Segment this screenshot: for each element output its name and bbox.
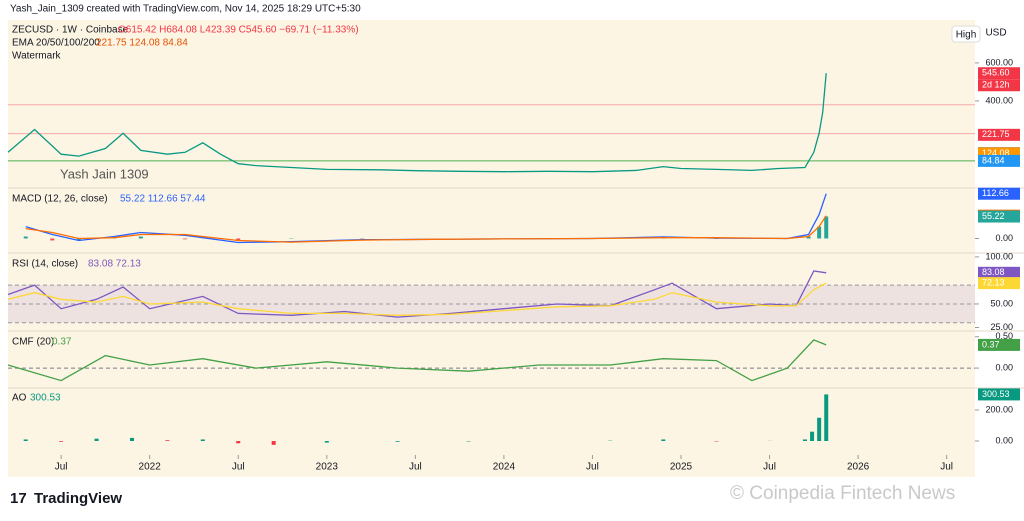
price-label: [978, 388, 1020, 401]
x-tick-label: Jul: [232, 462, 245, 473]
byline: Yash_Jain_1309 created with TradingView.…: [10, 4, 361, 15]
histogram-bar: [824, 216, 829, 239]
series-line: [25, 215, 827, 243]
ohlc: O615.42 H684.08 L423.39 C545.60 −69.71 (…: [118, 25, 359, 36]
ao-legend: AO: [12, 393, 27, 404]
y-tick-label: 600.00: [985, 57, 1013, 67]
histogram-bar: [810, 431, 815, 441]
countdown-box: [978, 79, 1020, 92]
ema-legend: EMA 20/50/100/200: [12, 38, 100, 49]
histogram-bar: [324, 440, 329, 443]
y-tick-label: 100.00: [985, 251, 1013, 261]
rsi-values: 83.08 72.13: [88, 259, 141, 270]
series-line: [7, 73, 827, 173]
countdown: 2d 12h: [982, 80, 1010, 90]
histogram-bar: [200, 439, 205, 441]
x-tick-label: Jul: [55, 462, 68, 473]
histogram-bar: [817, 417, 822, 441]
price-label-text: 55.22: [982, 211, 1005, 221]
x-tick-label: Jul: [940, 462, 953, 473]
y-tick-label: 0.00: [995, 362, 1013, 372]
histogram-bar: [806, 236, 811, 239]
histogram-bar: [395, 440, 400, 442]
price-label: [978, 210, 1020, 223]
series-line: [7, 282, 827, 316]
price-label: [978, 128, 1020, 141]
histogram-bar: [183, 238, 188, 240]
price-label: [978, 154, 1020, 167]
y-tick-label: 0.00: [995, 233, 1013, 243]
brand: TradingView: [34, 490, 122, 507]
histogram-bar: [165, 440, 170, 441]
histogram-bar: [802, 439, 807, 441]
price-label-text: 83.08: [982, 267, 1005, 277]
author-mark: Yash Jain 1309: [60, 166, 149, 181]
symbol: ZECUSD · 1W · Coinbase: [12, 25, 129, 36]
price-label-text: 112.66: [982, 188, 1009, 198]
macd-values: 55.22 112.66 57.44: [120, 194, 206, 205]
x-tick-label: Jul: [763, 462, 776, 473]
price-label-text: 84.84: [982, 155, 1005, 165]
y-tick-label: 0.00: [995, 435, 1013, 445]
price-label-text: 300.53: [982, 389, 1010, 399]
histogram-bar: [236, 238, 241, 241]
histogram-bar: [824, 394, 829, 441]
rsi-legend: RSI (14, close): [12, 259, 78, 270]
histogram-bar: [23, 439, 28, 441]
high-label[interactable]: High: [956, 30, 977, 41]
price-label: [978, 338, 1020, 351]
price-label-text: 72.13: [982, 278, 1005, 288]
y-tick-label: 0.50: [995, 331, 1013, 341]
y-tick-label: 25.00: [990, 322, 1013, 332]
price-label: [978, 67, 1020, 80]
cmf-legend: CMF (20): [12, 337, 54, 348]
brand-logo: 17: [10, 490, 27, 507]
histogram-bar: [50, 238, 55, 241]
price-label-text: 545.60: [982, 68, 1010, 78]
histogram-bar: [817, 226, 822, 239]
cmf-values: 0.37: [52, 337, 72, 348]
histogram-bar: [271, 440, 276, 445]
watermark-legend: Watermark: [12, 51, 62, 62]
x-tick-label: Jul: [409, 462, 422, 473]
y-tick-label: 50.00: [990, 298, 1013, 308]
chart-background: [8, 20, 975, 477]
histogram-bar: [94, 438, 99, 441]
price-label: [978, 187, 1020, 200]
series-line: [7, 339, 827, 382]
y-tick-label: 400.00: [985, 95, 1013, 105]
x-tick-label: 2025: [670, 462, 693, 473]
x-tick-label: 2023: [316, 462, 339, 473]
histogram-bar: [59, 440, 64, 442]
price-label-text: 124.08: [982, 148, 1010, 158]
histogram-bar: [76, 238, 81, 241]
price-label-text: 0.37: [982, 339, 1000, 349]
x-tick-label: 2024: [493, 462, 516, 473]
macd-legend: MACD (12, 26, close): [12, 194, 108, 205]
copyright: © Coinpedia Fintech News: [730, 483, 955, 504]
x-tick-label: 2022: [139, 462, 162, 473]
histogram-bar: [23, 236, 28, 239]
ao-values: 300.53: [30, 393, 61, 404]
high-button[interactable]: [951, 25, 981, 43]
y-tick-label: 200.00: [985, 404, 1013, 414]
histogram-bar: [661, 439, 666, 441]
x-tick-label: Jul: [586, 462, 599, 473]
x-tick-label: 2026: [847, 462, 870, 473]
price-label-text: 221.75: [982, 129, 1010, 139]
price-label: [978, 266, 1020, 279]
histogram-bar: [138, 236, 143, 239]
histogram-bar: [236, 440, 241, 444]
currency: USD: [985, 28, 1006, 39]
ema-values: 221.75 124.08 84.84: [96, 38, 188, 49]
price-label: [978, 277, 1020, 290]
histogram-bar: [129, 437, 134, 441]
